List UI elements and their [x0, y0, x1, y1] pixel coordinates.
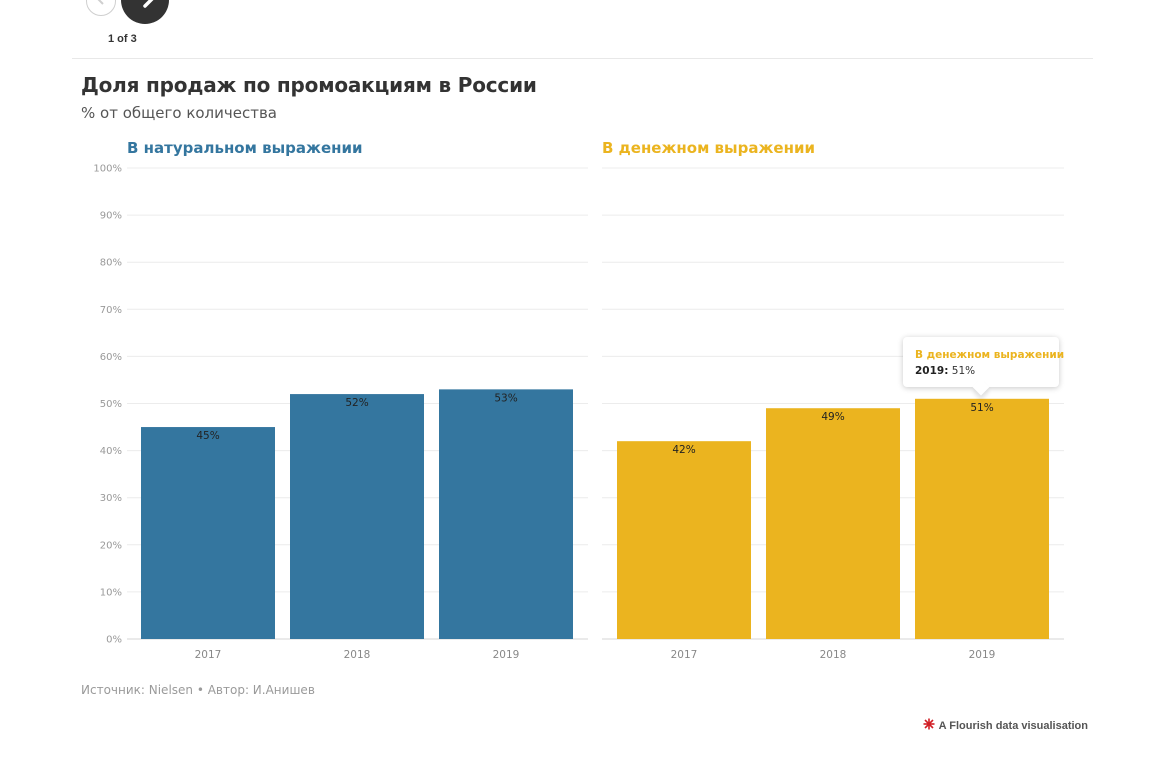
- y-tick-label: 20%: [100, 540, 122, 551]
- bar: [439, 389, 573, 639]
- tooltip-series: В денежном выражении: [915, 349, 1065, 361]
- tooltip-value: 51%: [951, 365, 976, 377]
- header-divider: [72, 58, 1093, 59]
- bar-value-label: 53%: [494, 392, 517, 404]
- bar: [915, 398, 1049, 639]
- y-tick-label: 100%: [93, 164, 122, 175]
- bar-value-label: 52%: [345, 397, 368, 409]
- flourish-credit-link[interactable]: A Flourish data visualisation: [923, 718, 1088, 733]
- panel-title: В денежном выражении: [602, 139, 815, 157]
- x-tick-label: 2019: [493, 649, 520, 661]
- bar-chart-area: 0% 10% 20% 30% 40% 50% 60% 70% 80% 90% 100% В натур…: [93, 139, 1064, 661]
- bar-value-label: 51%: [970, 402, 993, 414]
- bar: [766, 408, 900, 639]
- y-tick-label: 30%: [100, 493, 122, 504]
- source-footer: Источник: Nielsen • Автор: И.Анишев: [81, 683, 315, 697]
- y-tick-label: 90%: [100, 211, 122, 222]
- bar-value-label: 49%: [821, 411, 844, 423]
- y-tick-label: 60%: [100, 352, 122, 363]
- bar-value-label: 45%: [196, 430, 219, 442]
- y-tick-label: 70%: [100, 305, 122, 316]
- y-tick-label: 0%: [106, 635, 122, 646]
- x-tick-label: 2017: [671, 649, 698, 661]
- bar: [141, 427, 275, 639]
- arrow-left-icon: [93, 0, 109, 12]
- x-tick-label: 2019: [969, 649, 996, 661]
- bar-value-label: 42%: [672, 444, 695, 456]
- bar: [290, 394, 424, 639]
- slide-counter: 1 of 3: [108, 33, 137, 45]
- flourish-logo-icon: [923, 718, 935, 733]
- bar: [617, 441, 751, 639]
- arrow-right-icon: [133, 0, 157, 15]
- tooltip-value-line: 2019: 51%: [915, 365, 975, 377]
- y-tick-label: 80%: [100, 258, 122, 269]
- y-tick-label: 10%: [100, 587, 122, 598]
- chart-subtitle: % от общего количества: [81, 104, 277, 122]
- panel-title: В натуральном выражении: [127, 139, 363, 157]
- y-tick-label: 50%: [100, 399, 122, 410]
- y-tick-label: 40%: [100, 446, 122, 457]
- credit-text: A Flourish data visualisation: [938, 719, 1088, 732]
- tooltip-year: 2019:: [915, 365, 949, 377]
- x-tick-label: 2018: [344, 649, 371, 661]
- chart-tooltip: В денежном выражении 2019: 51%: [903, 337, 1064, 387]
- chart-title: Доля продаж по промоакциям в России: [81, 73, 537, 97]
- x-tick-label: 2017: [195, 649, 222, 661]
- x-tick-label: 2018: [820, 649, 847, 661]
